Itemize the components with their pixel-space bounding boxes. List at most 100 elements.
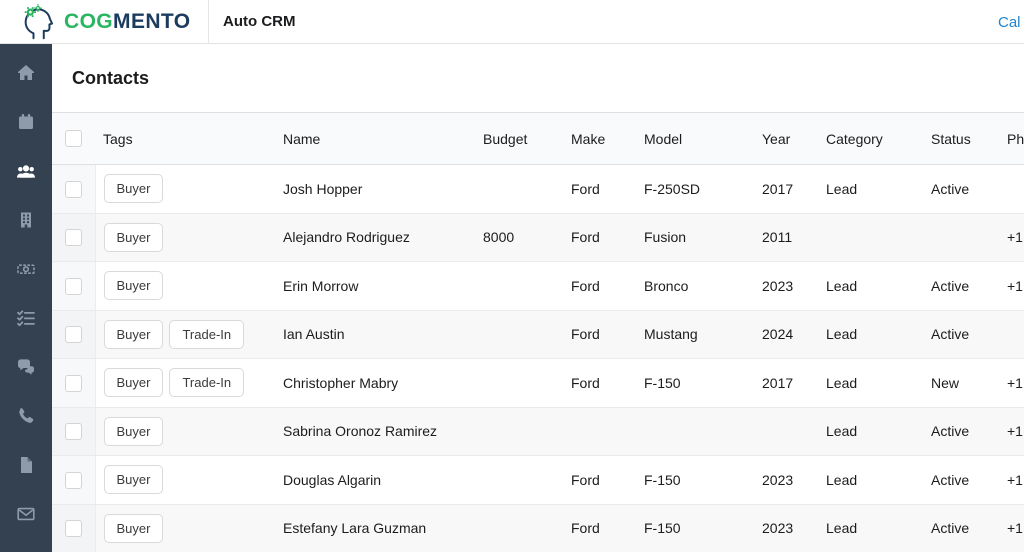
status-cell: Active [923, 310, 999, 359]
name-cell[interactable]: Douglas Algarin [275, 455, 475, 505]
phone-cell: +1 [999, 261, 1024, 311]
tags-cell: Buyer [95, 164, 275, 214]
year-cell: 2023 [754, 504, 818, 552]
name-cell[interactable]: Erin Morrow [275, 261, 475, 311]
tag-chip[interactable]: Buyer [103, 465, 164, 495]
row-checkbox[interactable] [64, 326, 82, 344]
tag-chip[interactable]: Buyer [103, 416, 164, 446]
name-cell[interactable]: Sabrina Oronoz Ramirez [275, 407, 475, 456]
model-cell: F-150 [636, 455, 754, 505]
sidebar-item-companies[interactable] [0, 195, 52, 244]
select-all-checkbox[interactable] [65, 130, 82, 148]
sidebar-item-contacts[interactable] [0, 146, 52, 195]
tag-chip[interactable]: Trade-In [169, 319, 245, 349]
chat-bubbles-icon [17, 358, 34, 375]
table-row: Buyer Trade-In Christopher Mabry Ford F-1… [52, 358, 1024, 408]
column-header-phone[interactable]: Ph [999, 112, 1024, 165]
tag-chip[interactable]: Buyer [103, 319, 164, 349]
tag-chip[interactable]: Trade-In [169, 368, 245, 398]
users-icon [17, 164, 35, 178]
status-cell [923, 213, 999, 262]
row-select-cell [52, 261, 96, 311]
row-checkbox[interactable] [64, 229, 82, 247]
sidebar-item-home[interactable] [0, 48, 52, 97]
cogmento-head-gears-icon [24, 3, 54, 39]
row-checkbox[interactable] [64, 277, 82, 295]
calendar-link[interactable]: Cal [998, 13, 1021, 31]
column-header-status[interactable]: Status [923, 112, 999, 165]
table-row: Buyer Sabrina Oronoz Ramirez Lead Active… [52, 407, 1024, 456]
status-cell: Active [923, 407, 999, 456]
nav-app-title[interactable]: Auto CRM [223, 13, 296, 30]
tag-chip[interactable]: Buyer [103, 222, 164, 252]
phone-cell: +1 [999, 358, 1024, 408]
year-cell: 2017 [754, 164, 818, 214]
status-cell: Active [923, 504, 999, 552]
budget-cell [475, 164, 563, 214]
top-navigation-bar: COGMENTO Auto CRM Cal [0, 0, 1024, 44]
column-header-year[interactable]: Year [754, 112, 818, 165]
budget-cell [475, 358, 563, 408]
category-cell: Lead [818, 504, 923, 552]
make-cell: Ford [563, 213, 636, 262]
model-cell: Mustang [636, 310, 754, 359]
building-icon [21, 212, 31, 227]
phone-cell: +1 [999, 213, 1024, 262]
phone-icon [19, 407, 34, 423]
row-checkbox[interactable] [64, 180, 82, 198]
tags-cell: Buyer [95, 213, 275, 262]
cogmento-logo[interactable]: COGMENTO [0, 0, 208, 43]
column-header-category[interactable]: Category [818, 112, 923, 165]
tag-chip[interactable]: Buyer [103, 174, 164, 204]
sidebar-item-documents[interactable] [0, 440, 52, 489]
row-checkbox[interactable] [64, 471, 82, 489]
category-cell: Lead [818, 261, 923, 311]
table-row: Buyer Erin Morrow Ford Bronco 2023 Lead … [52, 261, 1024, 311]
sidebar-item-deals[interactable] [0, 244, 52, 293]
sidebar-item-tasks[interactable] [0, 293, 52, 342]
year-cell: 2024 [754, 310, 818, 359]
tags-cell: Buyer [95, 455, 275, 505]
sidebar-item-messages[interactable] [0, 342, 52, 391]
name-cell[interactable]: Estefany Lara Guzman [275, 504, 475, 552]
category-cell: Lead [818, 164, 923, 214]
make-cell: Ford [563, 504, 636, 552]
model-cell: Bronco [636, 261, 754, 311]
tag-chip[interactable]: Buyer [103, 368, 164, 398]
row-select-cell [52, 310, 96, 359]
name-cell[interactable]: Josh Hopper [275, 164, 475, 214]
year-cell: 2023 [754, 455, 818, 505]
phone-cell: +1 [999, 407, 1024, 456]
row-checkbox[interactable] [64, 374, 82, 392]
column-header-tags[interactable]: Tags [95, 112, 275, 165]
column-header-name[interactable]: Name [275, 112, 475, 165]
category-cell: Lead [818, 358, 923, 408]
budget-cell [475, 310, 563, 359]
phone-cell: +1 [999, 455, 1024, 505]
budget-cell: 8000 [475, 213, 563, 262]
column-header-model[interactable]: Model [636, 112, 754, 165]
sidebar-navigation [0, 44, 52, 552]
column-header-make[interactable]: Make [563, 112, 636, 165]
row-checkbox[interactable] [64, 520, 82, 538]
table-row: Buyer Douglas Algarin Ford F-150 2023 Le… [52, 455, 1024, 505]
tag-chip[interactable]: Buyer [103, 271, 164, 301]
name-cell[interactable]: Alejandro Rodriguez [275, 213, 475, 262]
sidebar-item-calls[interactable] [0, 391, 52, 440]
category-cell [818, 213, 923, 262]
budget-cell [475, 407, 563, 456]
model-cell: Fusion [636, 213, 754, 262]
row-select-cell [52, 213, 96, 262]
row-checkbox[interactable] [64, 423, 82, 441]
sidebar-item-calendar[interactable] [0, 97, 52, 146]
sidebar-item-email[interactable] [0, 489, 52, 538]
contacts-table-container[interactable]: Tags Name Budget Make Model Year Categor… [52, 112, 1024, 552]
tag-chip[interactable]: Buyer [103, 513, 164, 543]
name-cell[interactable]: Christopher Mabry [275, 358, 475, 408]
envelope-icon [17, 507, 35, 520]
tags-cell: Buyer [95, 504, 275, 552]
page-header: Contacts [52, 44, 1024, 112]
name-cell[interactable]: Ian Austin [275, 310, 475, 359]
home-icon [18, 64, 34, 80]
column-header-budget[interactable]: Budget [475, 112, 563, 165]
